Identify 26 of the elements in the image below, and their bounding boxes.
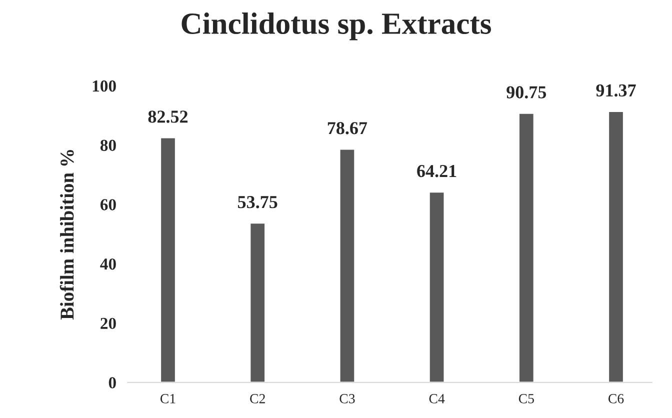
bar [428,191,446,382]
data-label: 90.75 [506,86,546,98]
bar [160,136,176,382]
y-tick-label: 80 [100,140,116,151]
y-tick-label: 0 [108,377,116,388]
bar [338,148,356,382]
y-tick-label: 20 [100,318,116,330]
x-tick-label: C6 [608,394,624,404]
chart-title: Cinclidotus sp. Extracts [182,12,492,40]
data-label: 53.75 [238,196,278,208]
y-axis-title: Biofilm inhibition % [60,150,74,320]
bar [608,110,624,382]
y-tick-label: 60 [100,199,116,210]
x-tick-label: C4 [429,394,445,404]
data-label: 64.21 [417,164,456,178]
x-tick-label: C2 [250,394,265,404]
x-tick-label: C1 [160,394,176,404]
y-tick-label: 40 [100,258,116,270]
data-label: 82.52 [148,110,188,123]
data-label: 78.67 [328,122,368,134]
y-tick-label: 100 [92,80,116,92]
bar [518,112,535,382]
data-label: 91.37 [596,84,636,97]
x-tick-label: C3 [340,394,355,404]
x-tick-label: C5 [518,394,534,404]
bar [249,222,266,382]
